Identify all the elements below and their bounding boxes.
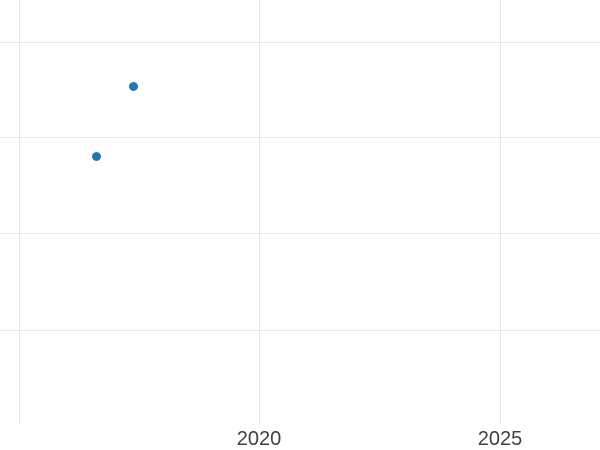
y-gridline	[0, 137, 600, 138]
x-gridline	[259, 0, 260, 425]
x-gridline	[500, 0, 501, 425]
x-tick-label: 2025	[477, 428, 523, 450]
x-gridline	[19, 0, 20, 425]
scatter-point[interactable]	[91, 151, 101, 161]
y-gridline	[0, 233, 600, 234]
y-gridline	[0, 42, 600, 43]
scatter-point[interactable]	[128, 81, 138, 91]
x-tick-label: 2020	[236, 428, 282, 450]
y-gridline	[0, 330, 600, 331]
